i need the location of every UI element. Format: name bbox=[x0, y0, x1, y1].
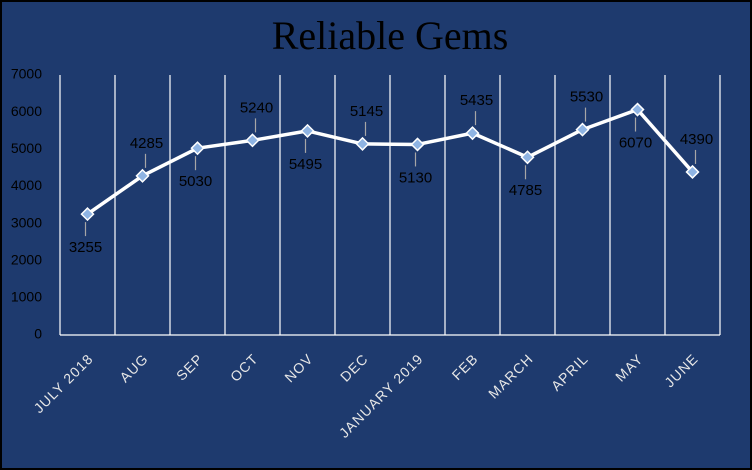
y-tick-label: 0 bbox=[34, 326, 42, 342]
data-label: 4390 bbox=[680, 131, 713, 148]
marker bbox=[190, 141, 205, 156]
marker bbox=[80, 207, 95, 222]
y-tick-label: 5000 bbox=[11, 140, 42, 156]
marker bbox=[630, 102, 645, 117]
y-tick-label: 3000 bbox=[11, 214, 42, 230]
marker bbox=[355, 136, 370, 151]
y-tick-label: 7000 bbox=[11, 66, 42, 82]
data-label: 5030 bbox=[179, 173, 212, 190]
y-tick-label: 6000 bbox=[11, 103, 42, 119]
marker bbox=[135, 168, 150, 183]
y-tick-label: 2000 bbox=[11, 251, 42, 267]
y-tick-label: 1000 bbox=[11, 289, 42, 305]
marker bbox=[520, 150, 535, 165]
data-label: 5495 bbox=[289, 156, 322, 173]
data-label: 3255 bbox=[69, 239, 102, 256]
line bbox=[86, 107, 694, 216]
chart-title: Reliable Gems bbox=[272, 13, 509, 58]
marker bbox=[575, 122, 590, 137]
data-label: 5145 bbox=[350, 103, 383, 120]
marker bbox=[300, 123, 315, 138]
data-label: 5530 bbox=[570, 89, 603, 106]
marker bbox=[410, 137, 425, 152]
data-label: 5240 bbox=[240, 99, 273, 116]
data-label: 4285 bbox=[130, 135, 163, 152]
y-tick-label: 4000 bbox=[11, 177, 42, 193]
marker bbox=[685, 164, 700, 180]
marker bbox=[245, 133, 260, 148]
marker bbox=[465, 126, 480, 141]
data-label: 4785 bbox=[509, 182, 542, 199]
data-label: 6070 bbox=[619, 135, 652, 152]
data-label: 5130 bbox=[399, 169, 432, 186]
data-label: 5435 bbox=[460, 92, 493, 109]
